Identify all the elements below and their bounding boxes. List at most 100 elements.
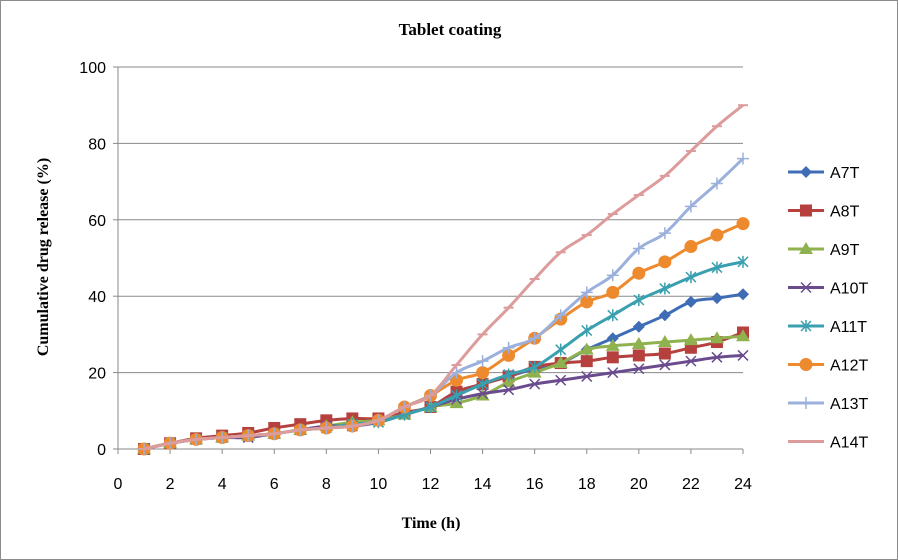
- series-a13t: [138, 152, 749, 455]
- data-point: [606, 332, 619, 345]
- marker-circle: [799, 358, 813, 371]
- data-point: [502, 341, 515, 354]
- legend-item-a11t: A11T: [788, 319, 867, 336]
- x-tick-label: 8: [322, 476, 331, 493]
- marker-star: [451, 389, 463, 402]
- data-point: [580, 355, 593, 368]
- data-point: [580, 286, 593, 299]
- data-point: [553, 356, 568, 369]
- x-tick-label: 20: [630, 476, 648, 493]
- legend-item-a14t: A14T: [788, 435, 868, 452]
- data-point: [632, 242, 645, 255]
- data-point: [502, 348, 516, 362]
- data-point: [736, 217, 750, 231]
- y-tick-label: 100: [79, 60, 106, 77]
- marker-star: [424, 400, 437, 413]
- data-point: [581, 324, 593, 337]
- marker-triangle: [631, 336, 646, 349]
- data-point: [658, 227, 671, 240]
- data-point: [581, 370, 593, 382]
- data-point: [737, 288, 749, 301]
- data-point: [503, 368, 515, 381]
- data-point: [659, 282, 671, 295]
- marker-triangle: [799, 242, 813, 254]
- marker-diamond: [737, 288, 749, 301]
- marker-star: [685, 271, 697, 284]
- data-point: [605, 338, 620, 351]
- marker-triangle: [683, 333, 698, 346]
- legend-item-a9t: A9T: [788, 242, 860, 259]
- x-tick-label: 18: [578, 476, 596, 493]
- marker-plus: [502, 341, 515, 354]
- series-line: [143, 292, 744, 451]
- data-point: [632, 266, 646, 280]
- marker-circle: [632, 266, 646, 280]
- series-a12t: [137, 217, 750, 456]
- data-point: [800, 281, 812, 294]
- marker-x: [529, 378, 541, 390]
- marker-circle: [476, 366, 490, 380]
- data-point: [555, 343, 567, 356]
- x-tick-label: 24: [734, 476, 752, 493]
- marker-x: [659, 359, 671, 371]
- marker-star: [711, 261, 723, 274]
- data-point: [529, 378, 541, 390]
- data-point: [477, 378, 489, 391]
- chart-title: Tablet coating: [399, 20, 502, 39]
- series-line: [143, 222, 744, 451]
- y-tick-label: 80: [88, 136, 106, 153]
- marker-plus: [684, 200, 697, 213]
- series-a7t: [138, 288, 749, 455]
- data-point: [606, 351, 619, 364]
- data-point: [450, 373, 464, 387]
- marker-x: [737, 349, 749, 361]
- legend-item-a12t: A12T: [788, 358, 868, 375]
- marker-circle: [658, 255, 672, 269]
- data-point: [424, 400, 437, 413]
- x-tick-label: 0: [114, 476, 123, 493]
- marker-triangle: [709, 331, 724, 344]
- marker-triangle: [553, 356, 568, 369]
- data-point: [710, 228, 724, 242]
- marker-circle: [580, 295, 594, 309]
- data-point: [800, 397, 812, 409]
- marker-plus: [737, 152, 749, 165]
- data-point: [451, 389, 463, 402]
- data-point: [633, 294, 645, 307]
- data-point: [449, 396, 464, 409]
- marker-x: [477, 388, 489, 400]
- data-point: [580, 295, 594, 309]
- x-tick-label: 12: [422, 476, 440, 493]
- legend-label: A7T: [830, 165, 860, 182]
- marker-square: [800, 204, 812, 217]
- legend: A7T A8T A9T A10T A11T A12T A13T A14T: [788, 165, 868, 452]
- marker-triangle: [449, 396, 464, 409]
- data-point: [607, 309, 619, 322]
- marker-triangle: [579, 342, 594, 355]
- marker-square: [658, 347, 671, 360]
- legend-item-a7t: A7T: [788, 165, 860, 182]
- marker-square: [580, 355, 593, 368]
- marker-circle: [450, 373, 464, 387]
- series-a14t: [139, 104, 748, 451]
- x-tick-label: 10: [370, 476, 388, 493]
- y-tick-label: 60: [88, 213, 106, 230]
- data-point: [633, 363, 645, 375]
- data-point: [579, 342, 594, 355]
- marker-plus: [476, 355, 489, 368]
- marker-triangle: [501, 375, 516, 388]
- marker-star: [737, 255, 749, 268]
- series-line: [143, 331, 744, 451]
- marker-triangle: [657, 335, 672, 348]
- data-point: [685, 271, 697, 284]
- x-axis-title: Time (h): [402, 515, 461, 532]
- x-tick-label: 4: [218, 476, 227, 493]
- data-point: [683, 333, 698, 346]
- data-point: [606, 269, 619, 282]
- data-point: [709, 331, 724, 344]
- data-point: [528, 332, 541, 345]
- data-point: [477, 388, 489, 400]
- marker-star: [633, 294, 645, 307]
